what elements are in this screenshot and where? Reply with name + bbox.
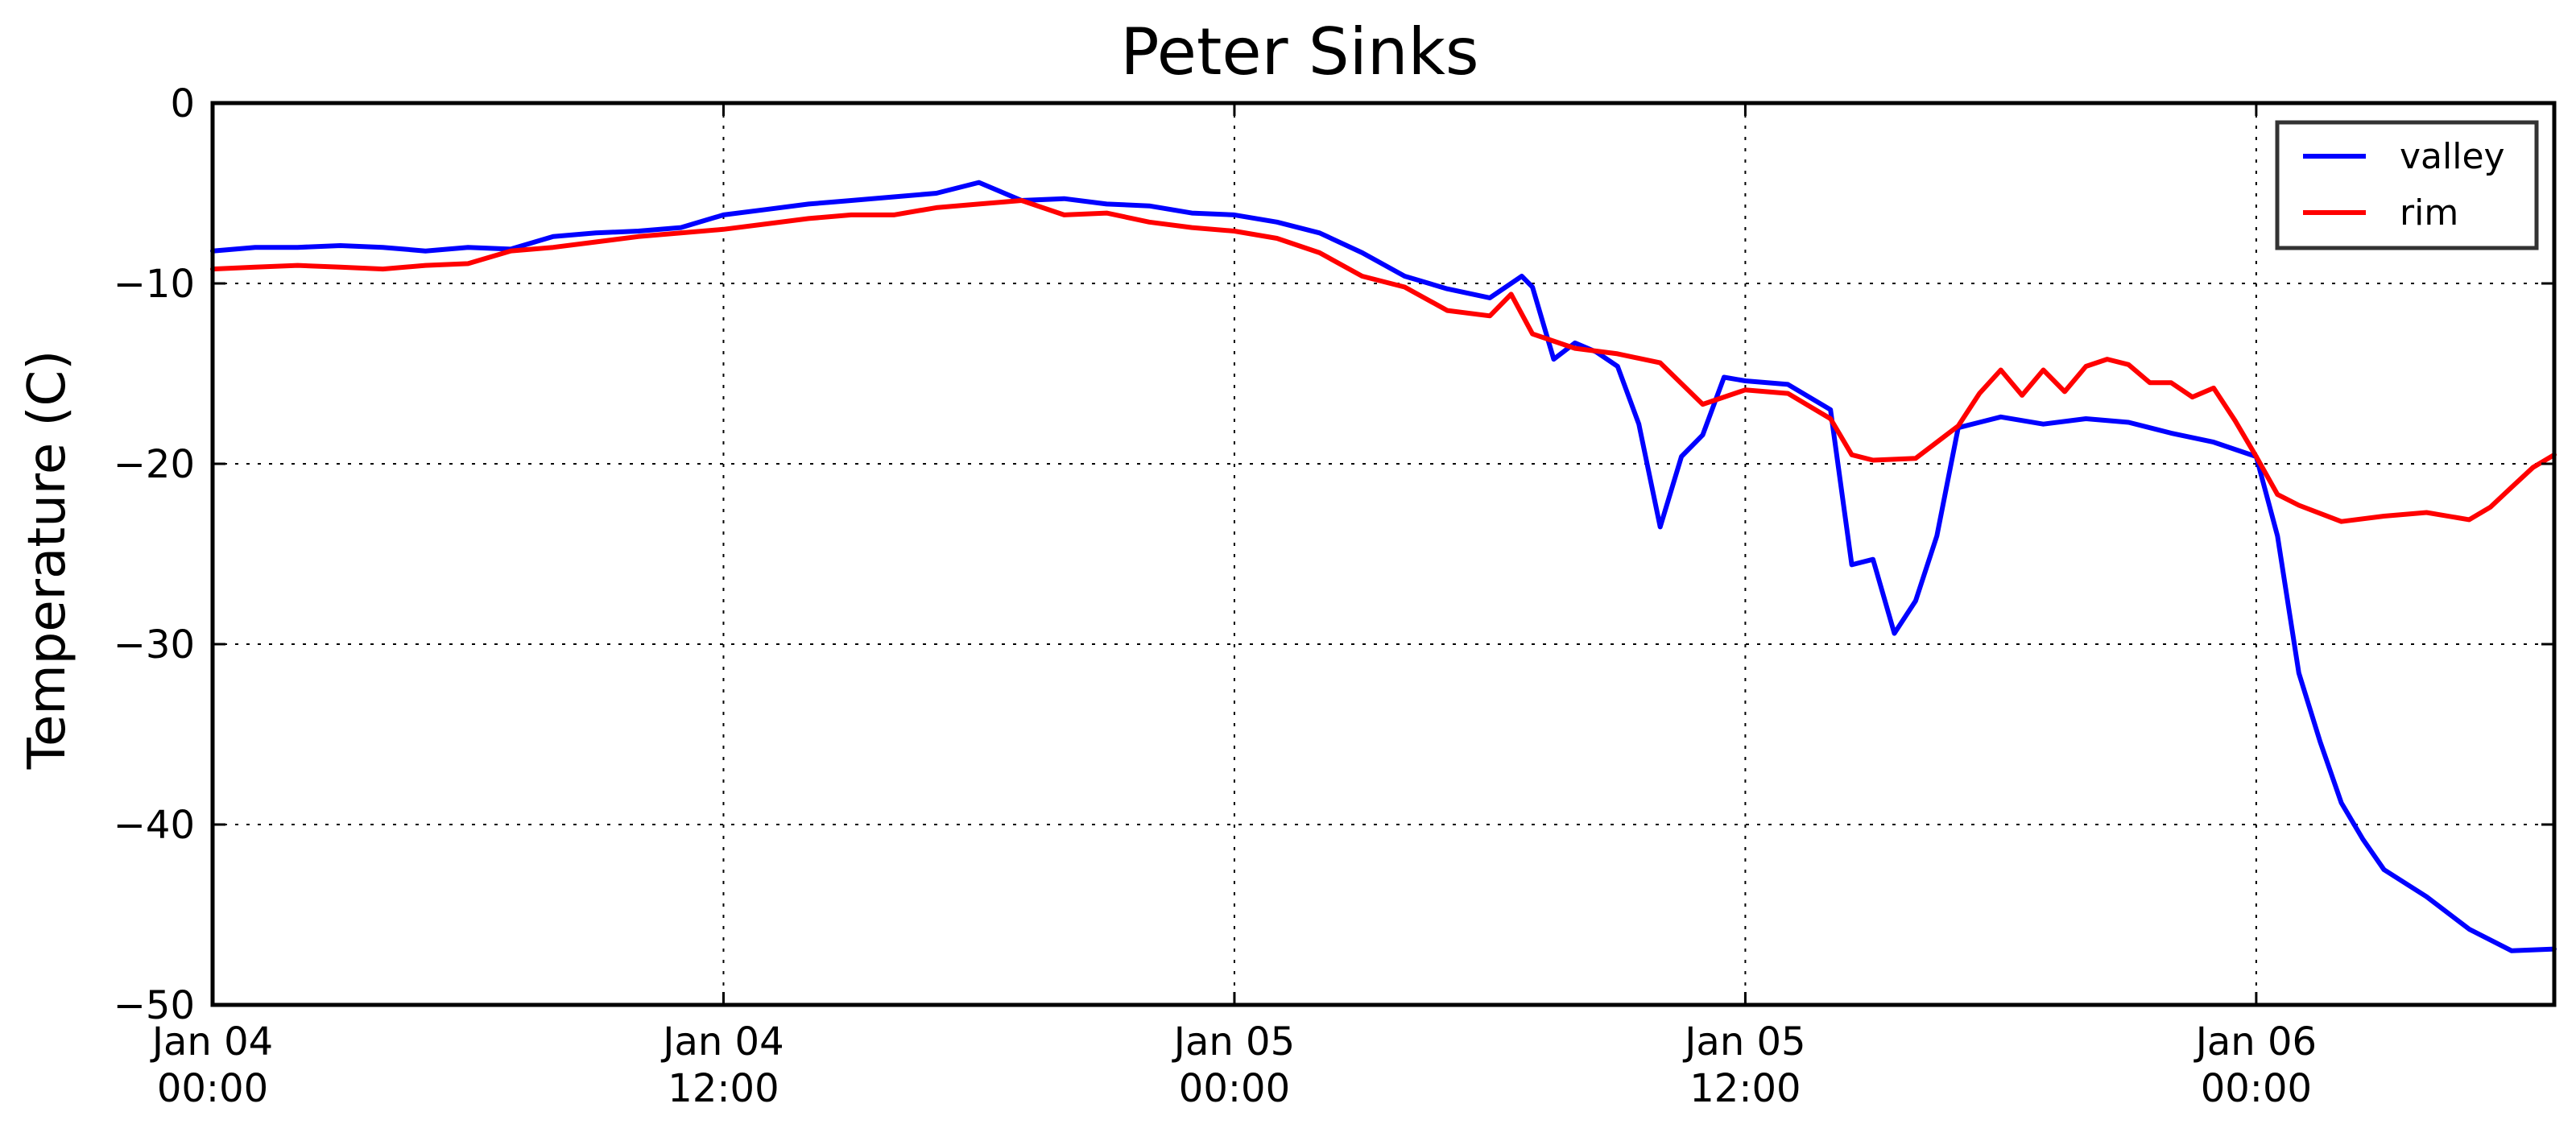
series-layer	[210, 180, 2557, 953]
x-tick-label-time: 00:00	[157, 1066, 268, 1111]
x-tick-label-date: Jan 05	[1682, 1019, 1805, 1064]
chart-title: Peter Sinks	[1120, 14, 1478, 89]
series-line-valley	[210, 180, 2557, 953]
y-tick-label: −40	[114, 803, 195, 848]
legend-label-valley: valley	[2400, 136, 2505, 177]
y-tick-label: −50	[114, 983, 195, 1028]
y-tick-label: −10	[114, 262, 195, 307]
grid-lines	[213, 103, 2554, 1005]
x-tick-label-time: 00:00	[2201, 1066, 2312, 1111]
legend-box	[2275, 120, 2539, 250]
series-line-rim	[210, 198, 2557, 524]
x-tick-label-time: 00:00	[1179, 1066, 1290, 1111]
x-tick-label-time: 12:00	[1689, 1066, 1801, 1111]
plot-area-frame	[210, 101, 2557, 1007]
y-tick-label: −20	[114, 442, 195, 487]
x-tick-label-date: Jan 04	[660, 1019, 784, 1064]
x-tick-label-date: Jan 05	[1172, 1019, 1295, 1064]
x-tick-label-time: 12:00	[668, 1066, 779, 1111]
x-tick-label-date: Jan 04	[150, 1019, 273, 1064]
y-tick-label: −30	[114, 622, 195, 668]
legend: valley rim	[2275, 120, 2539, 250]
y-tick-label: 0	[170, 81, 195, 126]
legend-label-rim: rim	[2400, 192, 2458, 234]
y-axis-label: Temperature (C)	[18, 350, 77, 770]
x-tick-label-date: Jan 06	[2194, 1019, 2317, 1064]
